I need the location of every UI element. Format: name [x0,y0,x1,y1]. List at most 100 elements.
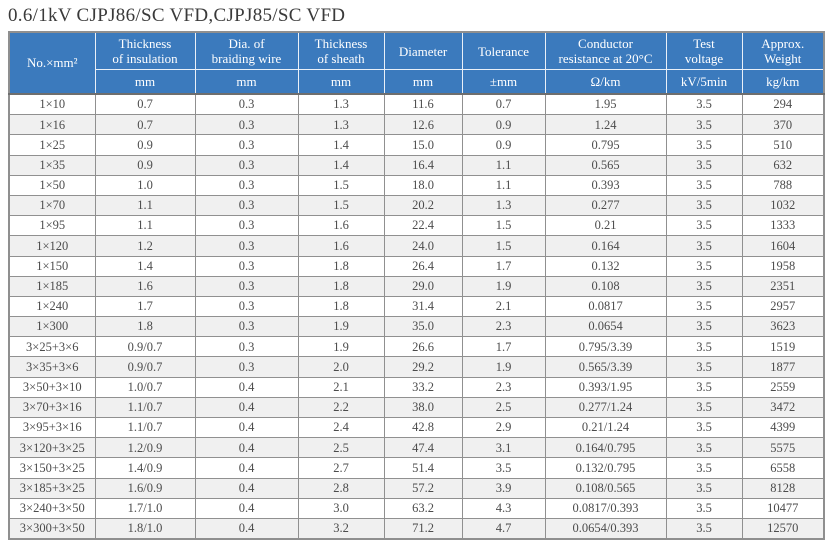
cell-sheath-thickness: 1.8 [297,295,385,318]
cell-insulation-thickness: 0.9 [94,154,196,176]
cell-braiding-wire-dia: 0.3 [194,174,299,196]
cell-insulation-thickness: 1.7/1.0 [94,497,196,519]
cell-tolerance: 1.9 [461,275,546,297]
cell-diameter: 20.2 [383,194,463,217]
cell-approx-weight: 1519 [741,336,825,358]
cell-approx-weight: 12570 [741,517,825,540]
cell-no-mm2: 1×120 [8,235,96,257]
cell-sheath-thickness: 1.8 [297,255,385,277]
col-header-sheath-thickness: Thickness of sheath [297,31,385,70]
cell-sheath-thickness: 2.4 [297,416,385,439]
cell-tolerance: 3.9 [461,477,546,499]
col-header-braiding-wire-dia: Dia. of braiding wire [194,31,299,70]
cell-diameter: 38.0 [383,396,463,419]
cell-conductor-resistance: 0.0654/0.393 [544,517,667,540]
cell-approx-weight: 370 [741,114,825,136]
table-row: 1×35 0.9 0.3 1.4 16.4 1.1 0.565 3.5 632 [8,154,825,176]
table-row: 1×50 1.0 0.3 1.5 18.0 1.1 0.393 3.5 788 [8,174,825,196]
cell-diameter: 22.4 [383,215,463,237]
page-title: 0.6/1kV CJPJ86/SC VFD,CJPJ85/SC VFD [8,5,346,26]
header-label-row: No.×mm² Thickness of insulation Dia. of br… [8,31,825,95]
table-row: 1×95 1.1 0.3 1.6 22.4 1.5 0.21 3.5 1333 [8,215,825,237]
cell-conductor-resistance: 0.795 [544,134,667,156]
cell-braiding-wire-dia: 0.3 [194,154,299,176]
cell-test-voltage: 3.5 [665,416,743,439]
cell-test-voltage: 3.5 [665,295,743,318]
cell-insulation-thickness: 1.7 [94,295,196,318]
cell-insulation-thickness: 1.0 [94,174,196,196]
cell-conductor-resistance: 0.393 [544,174,667,196]
cell-tolerance: 1.5 [461,215,546,237]
cell-diameter: 71.2 [383,517,463,540]
cell-diameter: 15.0 [383,134,463,156]
table-row: 1×120 1.2 0.3 1.6 24.0 1.5 0.164 3.5 1604 [8,235,825,257]
cell-approx-weight: 5575 [741,437,825,459]
cell-sheath-thickness: 1.9 [297,316,385,338]
cell-braiding-wire-dia: 0.4 [194,477,299,499]
col-header-insulation-thickness: Thickness of insulation [94,31,196,70]
cell-no-mm2: 3×50+3×10 [8,376,96,398]
cell-conductor-resistance: 0.164 [544,235,667,257]
cell-insulation-thickness: 1.0/0.7 [94,376,196,398]
cell-tolerance: 0.9 [461,134,546,156]
cell-braiding-wire-dia: 0.4 [194,437,299,459]
cell-approx-weight: 510 [741,134,825,156]
cell-sheath-thickness: 1.8 [297,275,385,297]
cell-insulation-thickness: 1.1/0.7 [94,416,196,439]
col-header-no-mm2: No.×mm² [8,31,96,95]
cell-braiding-wire-dia: 0.4 [194,396,299,419]
cell-test-voltage: 3.5 [665,457,743,479]
header-unit-row: mm mm mm mm ±mm Ω/km kV/5min kg/km [9,69,825,95]
table-row: 1×185 1.6 0.3 1.8 29.0 1.9 0.108 3.5 2351 [8,275,825,297]
cell-tolerance: 2.5 [461,396,546,419]
cell-diameter: 29.0 [383,275,463,297]
cell-no-mm2: 3×25+3×6 [8,336,96,358]
cell-diameter: 16.4 [383,154,463,176]
cell-conductor-resistance: 0.565 [544,154,667,176]
cell-braiding-wire-dia: 0.4 [194,416,299,439]
cell-diameter: 63.2 [383,497,463,519]
cell-sheath-thickness: 2.1 [297,376,385,398]
cell-no-mm2: 3×120+3×25 [8,437,96,459]
cell-test-voltage: 3.5 [665,114,743,136]
cell-insulation-thickness: 1.1 [94,194,196,217]
unit-insulation-thickness: mm [94,69,196,95]
cell-approx-weight: 2559 [741,376,825,398]
cell-conductor-resistance: 0.108 [544,275,667,297]
unit-diameter: mm [383,69,463,95]
cell-tolerance: 1.5 [461,235,546,257]
col-header-diameter: Diameter [383,31,463,70]
cell-sheath-thickness: 2.2 [297,396,385,419]
cell-diameter: 26.4 [383,255,463,277]
cell-diameter: 26.6 [383,336,463,358]
cell-no-mm2: 3×240+3×50 [8,497,96,519]
cell-conductor-resistance: 0.393/1.95 [544,376,667,398]
cell-insulation-thickness: 0.9/0.7 [94,356,196,378]
table-row: 3×50+3×10 1.0/0.7 0.4 2.1 33.2 2.3 0.393/1.95 3… [8,376,825,398]
cell-approx-weight: 3623 [741,316,825,338]
cell-no-mm2: 3×70+3×16 [8,396,96,419]
cell-diameter: 35.0 [383,316,463,338]
cell-no-mm2: 1×150 [8,255,96,277]
cell-sheath-thickness: 1.4 [297,134,385,156]
table-row: 3×120+3×25 1.2/0.9 0.4 2.5 47.4 3.1 0.164/0.79… [8,437,825,459]
unit-approx-weight: kg/km [741,69,825,95]
cell-insulation-thickness: 1.1 [94,215,196,237]
cable-spec-table: No.×mm² Thickness of insulation Dia. of br… [8,31,825,541]
table-row: 3×150+3×25 1.4/0.9 0.4 2.7 51.4 3.5 0.132/0.79… [8,457,825,479]
cell-diameter: 33.2 [383,376,463,398]
cell-no-mm2: 1×35 [8,154,96,176]
cell-insulation-thickness: 0.7 [94,93,196,116]
table-row: 1×25 0.9 0.3 1.4 15.0 0.9 0.795 3.5 510 [8,134,825,156]
cell-approx-weight: 3472 [741,396,825,419]
cell-tolerance: 4.3 [461,497,546,519]
cell-approx-weight: 294 [741,93,825,116]
cell-tolerance: 1.7 [461,255,546,277]
cell-test-voltage: 3.5 [665,477,743,499]
cell-braiding-wire-dia: 0.3 [194,114,299,136]
cell-insulation-thickness: 0.7 [94,114,196,136]
cell-sheath-thickness: 3.0 [297,497,385,519]
cell-no-mm2: 1×300 [8,316,96,338]
cell-test-voltage: 3.5 [665,154,743,176]
table-row: 3×70+3×16 1.1/0.7 0.4 2.2 38.0 2.5 0.277/1.24 3… [8,396,825,419]
